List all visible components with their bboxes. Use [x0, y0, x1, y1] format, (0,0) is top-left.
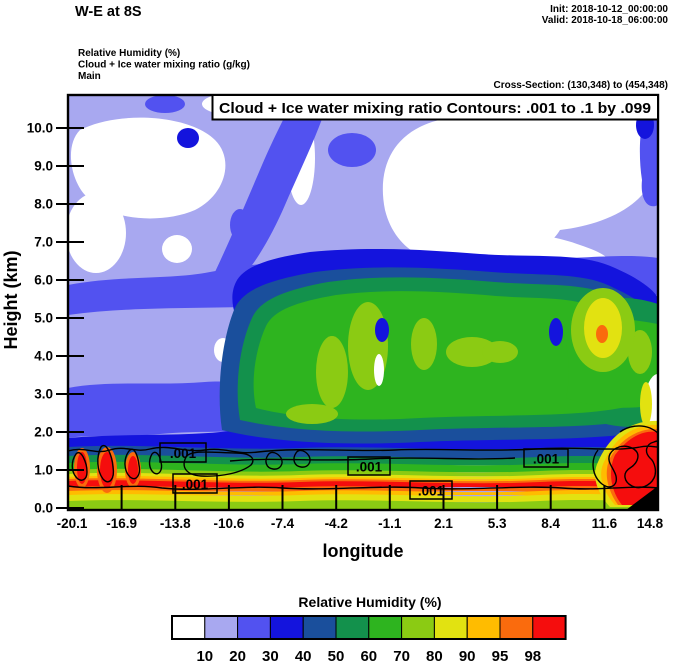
- contour-label-2: .001: [182, 477, 209, 492]
- x-axis-labels: -20.1 -16.9 -13.8 -10.6 -7.4 -4.2 -1.1 2.1 5…: [57, 516, 664, 531]
- svg-text:-1.1: -1.1: [378, 516, 402, 531]
- svg-text:-10.6: -10.6: [214, 516, 245, 531]
- init-time-label: Init: 2018-10-12_00:00:00: [550, 4, 668, 15]
- svg-text:14.8: 14.8: [637, 516, 664, 531]
- svg-text:-7.4: -7.4: [271, 516, 295, 531]
- svg-text:4.0: 4.0: [34, 349, 53, 364]
- legend-swatch-4: [269, 615, 304, 640]
- field-label-domain: Main: [78, 71, 101, 82]
- field-label-cloudice: Cloud + Ice water mixing ratio (g/kg): [78, 60, 250, 71]
- svg-text:10: 10: [196, 648, 213, 665]
- contour-label-3: .001: [356, 460, 383, 475]
- field-label-rh: Relative Humidity (%): [78, 48, 180, 59]
- svg-text:1.0: 1.0: [34, 463, 53, 478]
- contour-title-box: [211, 94, 659, 121]
- legend-swatch-6: [335, 615, 370, 640]
- svg-text:40: 40: [295, 648, 312, 665]
- legend-title: Relative Humidity (%): [298, 594, 441, 610]
- svg-text:6.0: 6.0: [34, 273, 53, 288]
- legend-swatch-9: [433, 615, 468, 640]
- valid-time-label: Valid: 2018-10-18_06:00:00: [542, 15, 669, 26]
- x-axis-inner-ticks: [120, 485, 606, 510]
- svg-text:30: 30: [262, 648, 279, 665]
- svg-text:7.0: 7.0: [34, 235, 53, 250]
- svg-text:5.0: 5.0: [34, 311, 53, 326]
- contour-label-4: .001: [418, 484, 445, 499]
- legend-swatch-3: [237, 615, 271, 640]
- contour-title: Cloud + Ice water mixing ratio Contours:…: [219, 100, 651, 117]
- svg-text:-20.1: -20.1: [57, 516, 88, 531]
- colorbar-legend: Relative Humidity (%) 10 20 30 40 50 60 70 8…: [171, 594, 567, 665]
- svg-text:60: 60: [360, 648, 377, 665]
- svg-text:70: 70: [393, 648, 410, 665]
- svg-text:-4.2: -4.2: [325, 516, 348, 531]
- svg-text:90: 90: [459, 648, 476, 665]
- legend-swatch-12: [532, 615, 567, 640]
- legend-swatch-8: [401, 615, 435, 640]
- legend-swatch-2: [204, 615, 239, 640]
- svg-text:8.0: 8.0: [34, 197, 53, 212]
- legend-swatch-5: [302, 615, 337, 640]
- legend-swatch-10: [466, 615, 501, 640]
- svg-text:3.0: 3.0: [34, 387, 53, 402]
- svg-text:9.0: 9.0: [34, 159, 53, 174]
- page-title: W-E at 8S: [75, 4, 142, 20]
- cross-section-label: Cross-Section: (130,348) to (454,348): [493, 80, 668, 91]
- legend-outline: [171, 615, 567, 640]
- svg-text:10.0: 10.0: [27, 121, 53, 136]
- svg-text:11.6: 11.6: [592, 516, 618, 531]
- svg-text:0.0: 0.0: [34, 501, 53, 516]
- svg-text:8.4: 8.4: [541, 516, 560, 531]
- svg-text:20: 20: [229, 648, 246, 665]
- svg-text:80: 80: [426, 648, 443, 665]
- svg-text:50: 50: [328, 648, 345, 665]
- legend-swatch-7: [368, 615, 403, 640]
- svg-text:5.3: 5.3: [488, 516, 507, 531]
- legend-swatch-11: [499, 615, 534, 640]
- contour-label-5: .001: [533, 452, 560, 467]
- x-axis-title: longitude: [323, 541, 404, 561]
- svg-text:2.0: 2.0: [34, 425, 53, 440]
- svg-text:95: 95: [492, 648, 509, 665]
- svg-text:-16.9: -16.9: [106, 516, 137, 531]
- y-axis-labels: 10.0 9.0 8.0 7.0 6.0 5.0 4.0 3.0 2.0 1.0 0.0: [27, 121, 53, 516]
- svg-text:2.1: 2.1: [434, 516, 453, 531]
- y-axis-title: Height (km): [1, 250, 21, 349]
- contour-label-1: .001: [170, 446, 197, 461]
- filled-contour-field: .001 .001 .001 .001 .001: [68, 95, 658, 510]
- terrain-wedge: [626, 486, 658, 510]
- svg-text:98: 98: [524, 648, 541, 665]
- y-axis-ticks: [56, 127, 84, 509]
- svg-text:-13.8: -13.8: [160, 516, 191, 531]
- legend-tick-labels: 10 20 30 40 50 60 70 80 90 95 98: [196, 648, 541, 665]
- legend-swatch-1: [171, 615, 206, 640]
